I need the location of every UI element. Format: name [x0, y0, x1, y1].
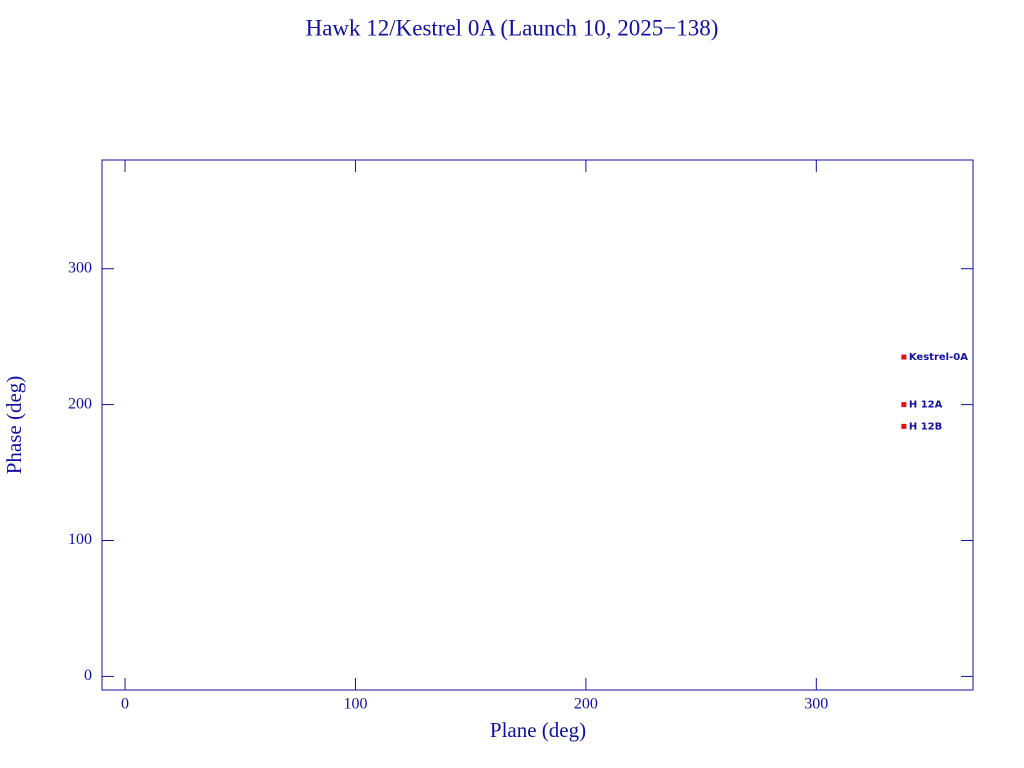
point-label: H 12A — [909, 400, 943, 411]
x-tick-label: 200 — [574, 696, 598, 713]
y-tick-label: 100 — [68, 531, 92, 548]
y-tick-label: 200 — [68, 395, 92, 412]
point — [901, 423, 907, 429]
point-label: Kestrel-0A — [909, 352, 968, 363]
x-tick-label: 0 — [121, 696, 129, 713]
y-tick-label: 0 — [84, 667, 92, 684]
y-tick-label: 300 — [68, 259, 92, 276]
x-tick-label: 100 — [343, 696, 367, 713]
point — [901, 354, 907, 360]
point — [901, 402, 907, 408]
y-axis-label: Phase (deg) — [2, 376, 26, 475]
point-label: H 12B — [909, 421, 942, 432]
plot-frame — [101, 159, 974, 691]
x-tick-label: 300 — [804, 696, 828, 713]
x-axis-label: Plane (deg) — [490, 718, 586, 742]
chart-title: Hawk 12/Kestrel 0A (Launch 10, 2025−138) — [306, 15, 719, 40]
